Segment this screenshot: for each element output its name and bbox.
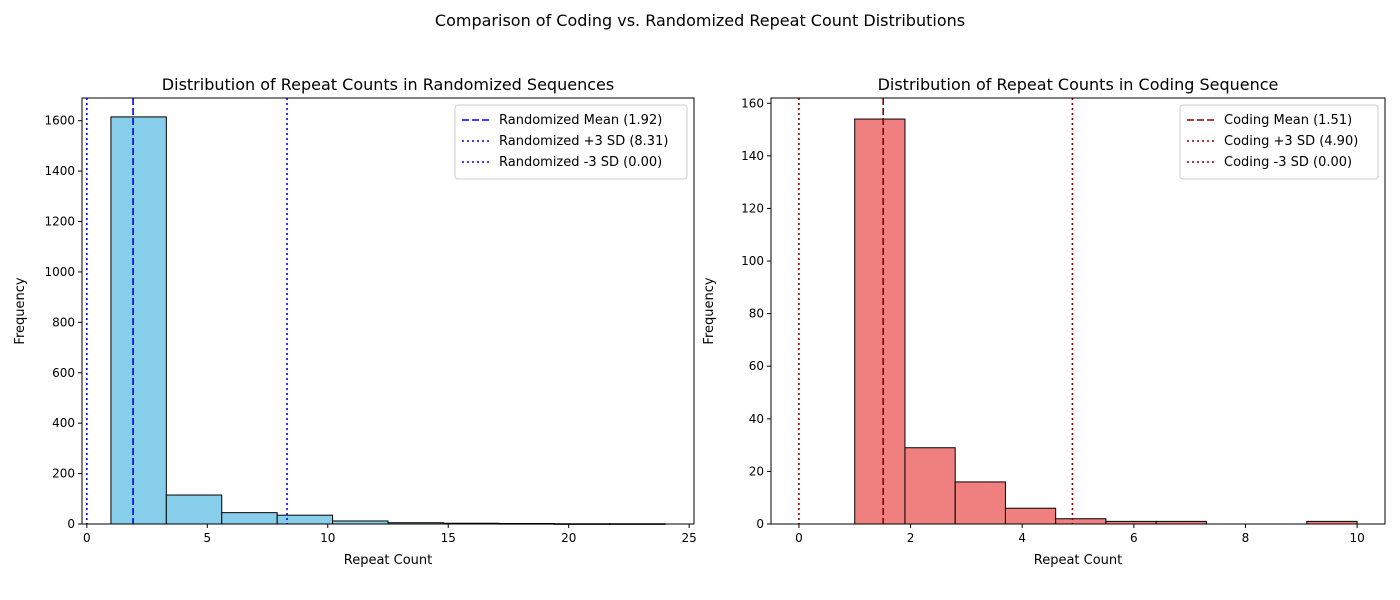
coding-x-tick-label: 2 xyxy=(907,531,915,545)
coding-legend-entry: Coding Mean (1.51) xyxy=(1224,113,1352,128)
coding-chart-title: Distribution of Repeat Counts in Coding … xyxy=(878,75,1279,94)
randomized-y-tick-label: 0 xyxy=(67,517,75,531)
randomized-histogram-bar xyxy=(221,512,278,525)
coding-legend: Coding Mean (1.51) Coding +3 SD (4.90) Cod… xyxy=(1179,104,1379,180)
coding-histogram-chart: 0 2 4 6 8 10020406080100120140160Distribution… xyxy=(702,75,1386,568)
randomized-chart-title: Distribution of Repeat Counts in Randomi… xyxy=(162,75,614,94)
coding-legend-box xyxy=(1179,104,1379,180)
randomized-axes-frame xyxy=(81,97,695,525)
coding-x-tick-label: 8 xyxy=(1242,531,1250,545)
coding-y-tick-label: 80 xyxy=(749,307,764,321)
coding-y-tick-label: 160 xyxy=(741,96,764,110)
randomized-bars xyxy=(110,116,666,525)
coding-x-tick-label: 10 xyxy=(1349,531,1364,545)
randomized-legend-box xyxy=(454,104,688,180)
coding-y-tick-label: 0 xyxy=(756,517,764,531)
coding-axes-frame xyxy=(770,97,1386,525)
coding-x-axis-label: Repeat Count xyxy=(1034,553,1123,568)
coding-y-axis-label: Frequency xyxy=(702,277,717,344)
randomized-x-tick-label: 10 xyxy=(320,531,335,545)
randomized-y-tick-label: 800 xyxy=(52,315,75,329)
coding-legend-entry: Coding -3 SD (0.00) xyxy=(1224,155,1352,170)
coding-bars xyxy=(854,118,1358,525)
randomized-y-tick-label: 1200 xyxy=(44,215,75,229)
randomized-histogram-bar xyxy=(165,494,223,525)
coding-y-tick-label: 120 xyxy=(741,201,764,215)
coding-y-tick-label: 40 xyxy=(749,412,764,426)
randomized-histogram-bar xyxy=(110,116,167,525)
randomized-histogram-chart: 0 5 10 15 20 25 0 200 400 600 800 1000 1200 1400 1600 D… xyxy=(13,75,697,568)
randomized-x-axis-label: Repeat Count xyxy=(344,553,433,568)
coding-y-tick-label: 20 xyxy=(749,464,764,478)
coding-y-tick-label: 100 xyxy=(741,254,764,268)
randomized-y-tick-label: 200 xyxy=(52,467,75,481)
coding-x-tick-label: 0 xyxy=(795,531,803,545)
coding-histogram-bar xyxy=(1004,507,1057,525)
randomized-legend-entry: Randomized Mean (1.92) xyxy=(499,113,662,128)
randomized-legend: Randomized Mean (1.92) Randomized +3 SD (… xyxy=(454,104,688,180)
randomized-y-tick-label: 600 xyxy=(52,366,75,380)
coding-histogram-bar xyxy=(854,118,906,525)
figure-suptitle: Comparison of Coding vs. Randomized Repe… xyxy=(435,11,965,30)
randomized-y-tick-label: 1400 xyxy=(44,164,75,178)
coding-histogram-bar xyxy=(954,481,1006,525)
coding-histogram-bar xyxy=(904,447,956,525)
randomized-y-tick-label: 400 xyxy=(52,416,75,430)
randomized-histogram-bar xyxy=(276,514,334,525)
randomized-y-axis-label: Frequency xyxy=(13,277,28,344)
coding-histogram-bar xyxy=(1055,518,1107,525)
randomized-x-tick-label: 5 xyxy=(203,531,211,545)
randomized-legend-entry: Randomized +3 SD (8.31) xyxy=(499,134,668,149)
randomized-y-tick-label: 1600 xyxy=(44,114,75,128)
coding-x-tick-label: 4 xyxy=(1018,531,1026,545)
randomized-x-tick-label: 20 xyxy=(561,531,576,545)
randomized-x-tick-label: 15 xyxy=(441,531,456,545)
randomized-y-tick-label: 1000 xyxy=(44,265,75,279)
coding-legend-entry: Coding +3 SD (4.90) xyxy=(1224,134,1358,149)
coding-x-tick-label: 6 xyxy=(1130,531,1138,545)
randomized-x-tick-label: 0 xyxy=(83,531,91,545)
randomized-legend-entry: Randomized -3 SD (0.00) xyxy=(499,155,662,170)
coding-y-tick-label: 60 xyxy=(749,359,764,373)
randomized-x-tick-label: 25 xyxy=(682,531,697,545)
coding-y-tick-label: 140 xyxy=(741,149,764,163)
